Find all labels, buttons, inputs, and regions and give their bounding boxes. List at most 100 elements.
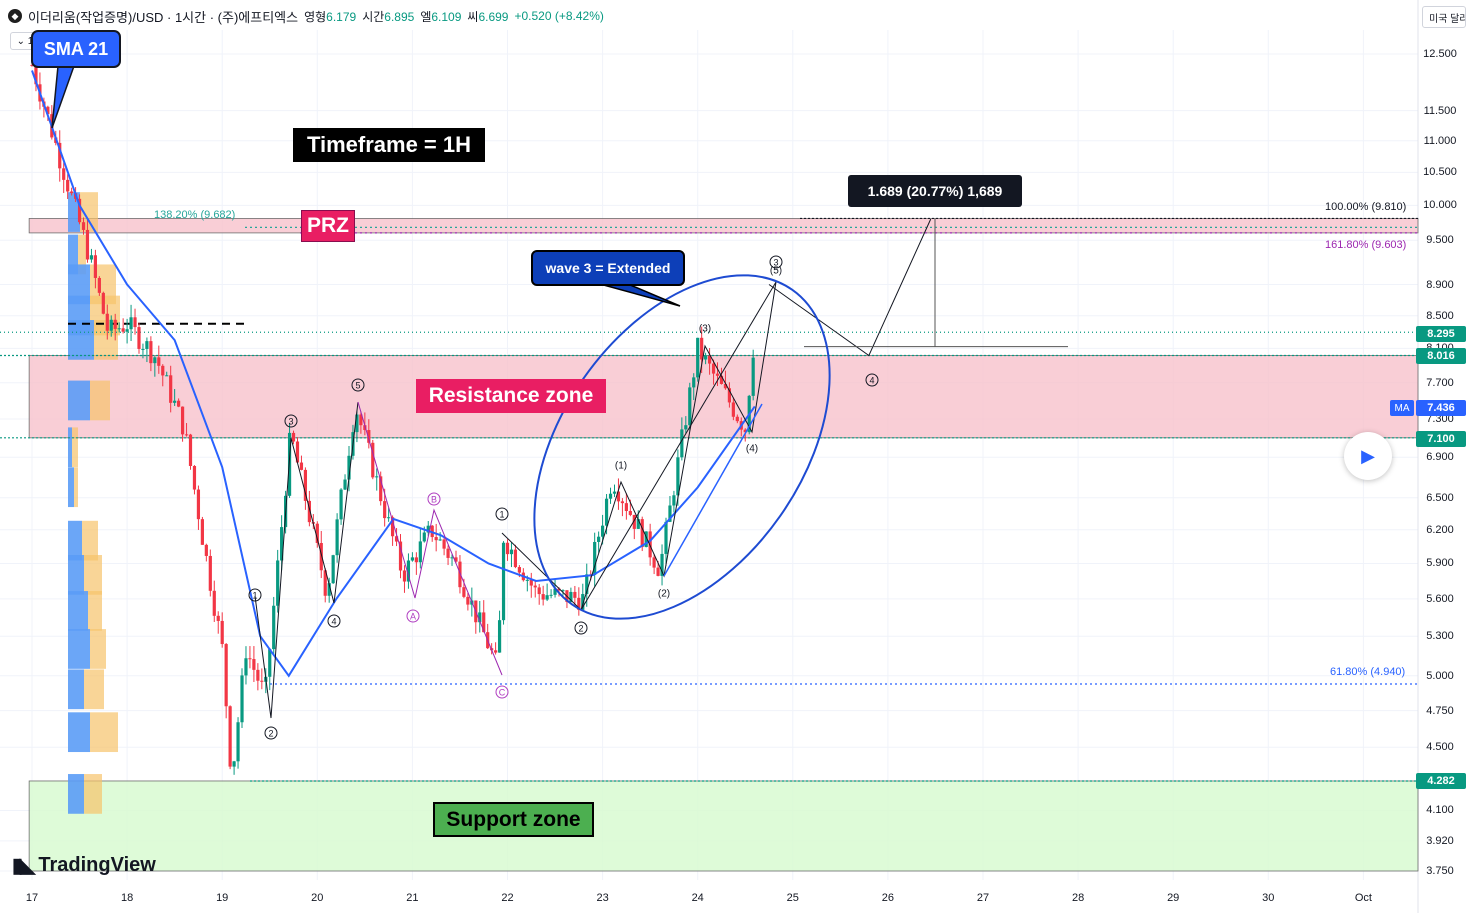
volume-bar-blue xyxy=(68,712,90,753)
zone-prz xyxy=(28,218,1419,234)
x-tick-label: 21 xyxy=(406,892,419,904)
candle-body xyxy=(422,532,426,542)
candle-body xyxy=(608,493,613,499)
candle-body xyxy=(410,557,414,561)
y-tick-label: 12.500 xyxy=(1423,48,1457,60)
candle-body xyxy=(438,539,442,541)
candle-body xyxy=(462,587,466,597)
x-tick-label: 20 xyxy=(311,892,324,904)
wave-label: 3 xyxy=(284,414,298,428)
candle-body xyxy=(327,583,331,596)
candle-body xyxy=(624,503,628,512)
volume-bar-blue xyxy=(68,264,90,305)
y-tick-label: 11.500 xyxy=(1423,104,1457,117)
candle-body xyxy=(129,317,133,330)
candle-body xyxy=(561,590,565,592)
candle-body xyxy=(387,517,391,519)
candle-body xyxy=(85,229,90,260)
grid xyxy=(0,0,1419,913)
candle-body xyxy=(375,476,379,478)
candle-body xyxy=(125,329,129,332)
volume-bar-yellow xyxy=(84,774,102,814)
y-tick-label: 3.750 xyxy=(1426,865,1454,877)
wave-label: 1 xyxy=(248,588,262,602)
y-tick-label: 5.900 xyxy=(1426,557,1454,570)
candle-body xyxy=(133,317,137,328)
candle-body xyxy=(180,406,185,435)
candle-body xyxy=(593,541,597,575)
candle-body xyxy=(323,570,327,596)
y-tick-label: 6.200 xyxy=(1426,523,1454,536)
currency-button[interactable]: 미국 달러 xyxy=(1422,6,1466,28)
timeframe-label: Timeframe = 1H xyxy=(293,128,485,162)
candle-body xyxy=(184,434,189,436)
ohlc-high: 시간6.895 xyxy=(362,9,415,24)
volume-bar-blue xyxy=(68,669,84,710)
wave-label: 1 xyxy=(495,507,509,521)
zone-resistance-zone xyxy=(28,355,1419,439)
candle-body xyxy=(731,402,735,417)
candle-body xyxy=(537,587,541,595)
candle-body xyxy=(46,106,50,115)
candle-body xyxy=(260,680,264,682)
wave-label: (4) xyxy=(745,443,759,455)
x-tick-label: 25 xyxy=(786,892,799,904)
impulse-wave-line xyxy=(254,401,359,719)
candle-body xyxy=(482,612,486,633)
candle-body xyxy=(680,429,684,458)
candle-body xyxy=(585,574,589,595)
volume-bar-blue xyxy=(68,555,84,595)
candle-body xyxy=(347,455,351,480)
candle-body xyxy=(299,462,304,470)
candle-body xyxy=(157,357,161,366)
candle-body xyxy=(268,649,272,677)
volume-bar-yellow xyxy=(84,669,104,710)
wave3-pointer xyxy=(599,283,681,307)
candle-body xyxy=(616,491,621,502)
candle-body xyxy=(228,706,232,767)
candle-body xyxy=(719,375,724,384)
measure-label: 1.689 (20.77%) 1,689 xyxy=(848,175,1022,207)
y-tick-label: 10.500 xyxy=(1423,166,1457,179)
play-button[interactable]: ▶ xyxy=(1344,432,1392,480)
candle-body xyxy=(692,377,696,388)
volume-bar-yellow xyxy=(80,192,98,232)
candle-body xyxy=(672,495,676,506)
candle-body xyxy=(339,489,343,520)
candle-body xyxy=(208,555,212,591)
candle-body xyxy=(137,327,141,349)
candle-body xyxy=(256,669,260,681)
candle-body xyxy=(252,659,256,670)
tradingview-logo: ▮◣ TradingView xyxy=(12,854,156,877)
fib-138-label: 138.20% (9.682) xyxy=(154,209,236,221)
symbol-title[interactable]: 이더리움(작업증명)/USD · 1시간 · (주)에프티엑스 xyxy=(28,9,299,25)
candle-body xyxy=(668,505,672,522)
y-tick-label: 10.000 xyxy=(1423,199,1457,212)
candle-body xyxy=(371,442,375,478)
ethereum-icon: ◆ xyxy=(8,9,22,23)
zone-support-zone xyxy=(28,780,1419,872)
y-tick-label: 6.900 xyxy=(1426,451,1454,464)
candle-body xyxy=(315,523,319,544)
candle-body xyxy=(676,457,680,496)
candle-body xyxy=(224,644,228,707)
x-tick-label: 29 xyxy=(1167,892,1180,904)
ohlc-open: 영형6.179 xyxy=(304,9,357,24)
candle-body xyxy=(660,553,664,576)
candle-body xyxy=(149,341,153,364)
candle-body xyxy=(426,525,430,533)
candle-body xyxy=(434,537,438,541)
candle-body xyxy=(212,590,216,616)
candle-body xyxy=(604,498,609,526)
y-tick-label: 6.500 xyxy=(1426,491,1454,504)
candle-body xyxy=(280,527,284,561)
x-tick-label: 17 xyxy=(25,892,39,904)
candle-body xyxy=(272,605,276,650)
candle-body xyxy=(335,519,339,556)
candle-body xyxy=(707,355,712,364)
projection-lines xyxy=(768,218,1068,357)
x-tick-label: 27 xyxy=(976,892,990,904)
volume-bar-blue xyxy=(68,427,72,468)
candle-body xyxy=(664,521,668,554)
